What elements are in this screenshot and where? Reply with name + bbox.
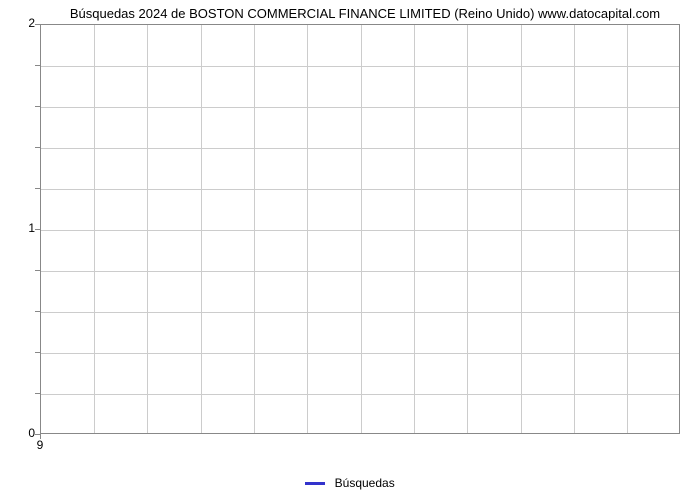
- gridline-vertical: [307, 25, 308, 433]
- legend-label: Búsquedas: [335, 476, 395, 490]
- y-tick-mark: [35, 106, 40, 107]
- gridline-vertical: [361, 25, 362, 433]
- y-tick-label: 2: [5, 16, 35, 30]
- gridline-vertical: [574, 25, 575, 433]
- gridline-vertical: [627, 25, 628, 433]
- gridline-vertical: [201, 25, 202, 433]
- x-tick-label: 9: [30, 438, 50, 452]
- y-tick-mark: [35, 352, 40, 353]
- gridline-vertical: [521, 25, 522, 433]
- y-tick-mark: [35, 229, 40, 230]
- y-tick-mark: [35, 311, 40, 312]
- legend: Búsquedas: [0, 475, 700, 490]
- y-tick-mark: [35, 65, 40, 66]
- y-tick-mark: [35, 147, 40, 148]
- gridline-vertical: [147, 25, 148, 433]
- gridline-vertical: [94, 25, 95, 433]
- gridline-vertical: [414, 25, 415, 433]
- gridline-vertical: [467, 25, 468, 433]
- x-tick-mark: [40, 434, 41, 439]
- gridline-vertical: [254, 25, 255, 433]
- chart-title: Búsquedas 2024 de BOSTON COMMERCIAL FINA…: [40, 6, 690, 21]
- plot-area: [40, 24, 680, 434]
- y-tick-mark: [35, 270, 40, 271]
- y-tick-mark: [35, 188, 40, 189]
- y-tick-mark: [35, 393, 40, 394]
- legend-swatch: [305, 482, 325, 485]
- y-tick-label: 1: [5, 221, 35, 235]
- chart-container: Búsquedas 2024 de BOSTON COMMERCIAL FINA…: [0, 0, 700, 500]
- y-tick-mark: [35, 24, 40, 25]
